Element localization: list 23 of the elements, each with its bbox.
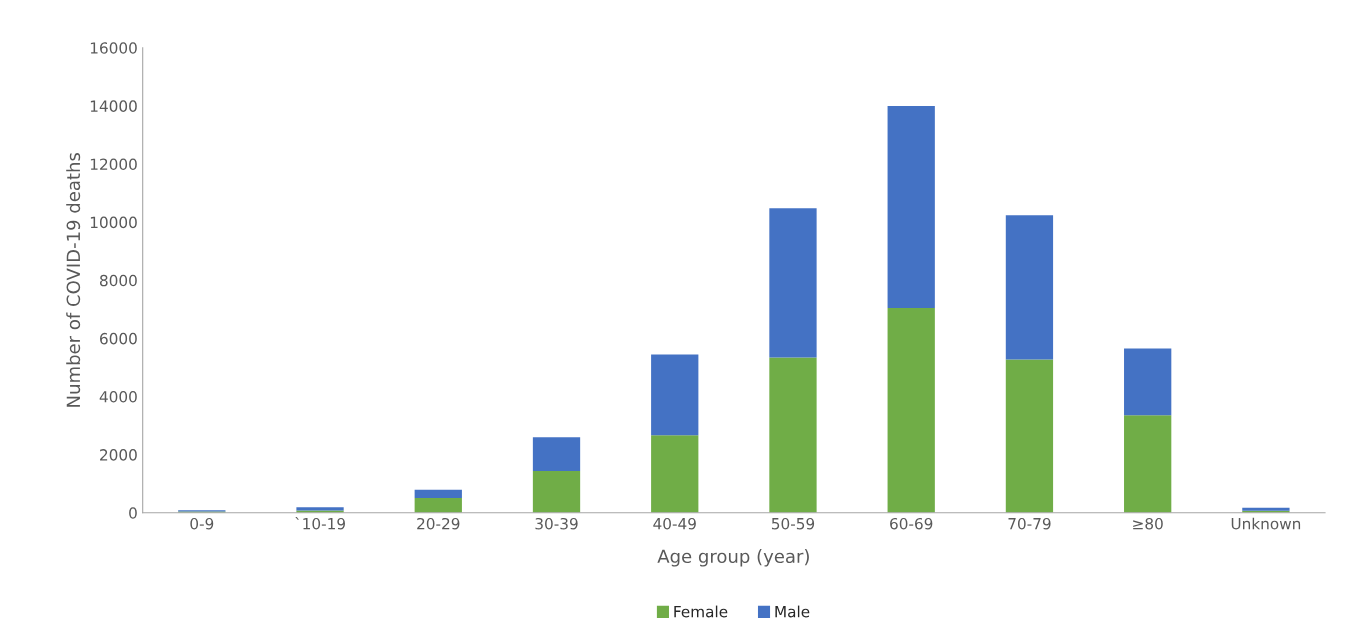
x-axis-title: Age group (year)	[657, 549, 809, 567]
x-tick-label: 40-49	[653, 517, 696, 530]
x-tick-label: 60-69	[890, 517, 933, 530]
x-tick-label: 50-59	[771, 517, 815, 530]
legend-label: Female	[674, 605, 728, 618]
y-axis-title: Number of COVID-19 deaths	[66, 153, 81, 407]
y-tick-label: 8000	[99, 274, 137, 287]
x-tick-label: 0-9	[190, 517, 214, 530]
x-tick-label: 30-39	[535, 517, 578, 530]
x-tick-label: 20-29	[417, 517, 460, 530]
x-tick-label: `10-19	[295, 517, 345, 530]
x-tick-label: Unknown	[1231, 517, 1301, 530]
y-tick-label: 0	[129, 507, 137, 519]
legend-label: Male	[775, 605, 810, 618]
y-tick-label: 12000	[90, 158, 137, 171]
x-tick-label: 70-79	[1008, 517, 1051, 530]
x-tick-label: ≥80	[1133, 517, 1163, 530]
y-tick-label: 6000	[100, 332, 137, 345]
y-tick-label: 2000	[100, 449, 137, 461]
y-tick-label: 16000	[90, 42, 137, 54]
y-tick-label: 14000	[90, 100, 137, 112]
y-tick-label: 10000	[90, 216, 137, 229]
y-tick-label: 4000	[99, 391, 137, 403]
